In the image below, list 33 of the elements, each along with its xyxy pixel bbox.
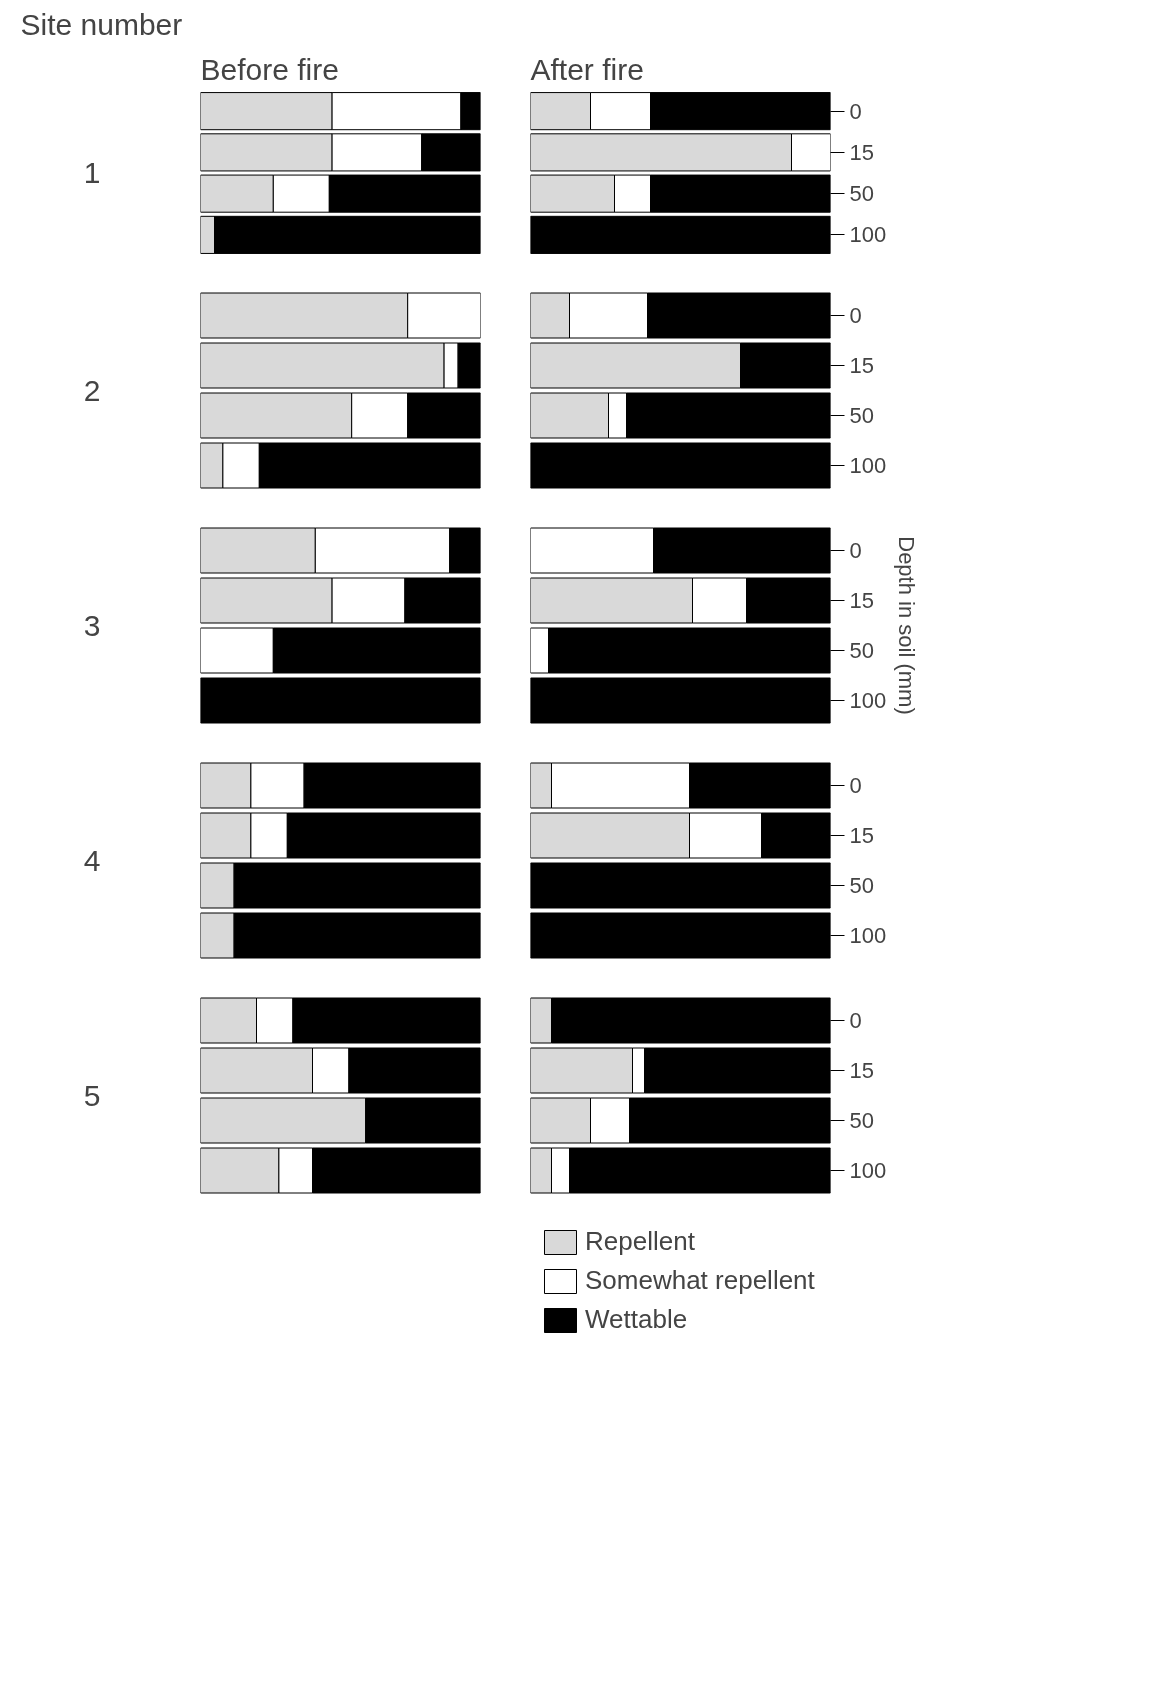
legend-label: Somewhat repellent: [585, 1265, 815, 1296]
y-tick-label: 100: [849, 688, 887, 713]
y-axis-title: 4: [83, 843, 101, 877]
y-tick-label: 15: [849, 588, 874, 613]
y-tick-label: 50: [849, 181, 874, 207]
y-tick-label: 100: [849, 453, 887, 478]
y-tick-label: 0: [849, 538, 862, 563]
y-axis-title: 5: [83, 1078, 101, 1112]
chart-title: Before fire: [200, 52, 339, 86]
y-tick-label: 0: [849, 1008, 862, 1033]
y-tick-label: 50: [849, 873, 874, 898]
legend-label: Wettable: [585, 1304, 688, 1335]
y-axis-title: 3: [83, 608, 101, 642]
y-tick-label: 15: [849, 139, 874, 165]
y-tick-label: 50: [849, 403, 874, 428]
y-tick-label: 0: [849, 98, 862, 124]
chart-title: After fire: [530, 52, 644, 86]
text: Site number: [20, 7, 183, 41]
y-tick-label: 50: [849, 1108, 874, 1133]
y-tick-label: 100: [849, 1158, 887, 1183]
y-axis-title: 1: [83, 156, 101, 189]
y-tick-label: 0: [849, 303, 862, 328]
y-axis-title: 2: [83, 373, 101, 407]
legend-label: Repellent: [585, 1226, 695, 1257]
y2-axis-title: Depth in soil (mm): [894, 536, 920, 715]
bar: [200, 677, 481, 724]
y-tick-label: 15: [849, 823, 874, 848]
y-tick-label: 0: [849, 773, 862, 798]
y-tick-label: 15: [849, 353, 874, 378]
y-tick-label: 100: [849, 923, 887, 948]
y-tick-label: 100: [849, 222, 887, 248]
y-tick-label: 15: [849, 1058, 874, 1083]
y-tick-label: 50: [849, 638, 874, 663]
